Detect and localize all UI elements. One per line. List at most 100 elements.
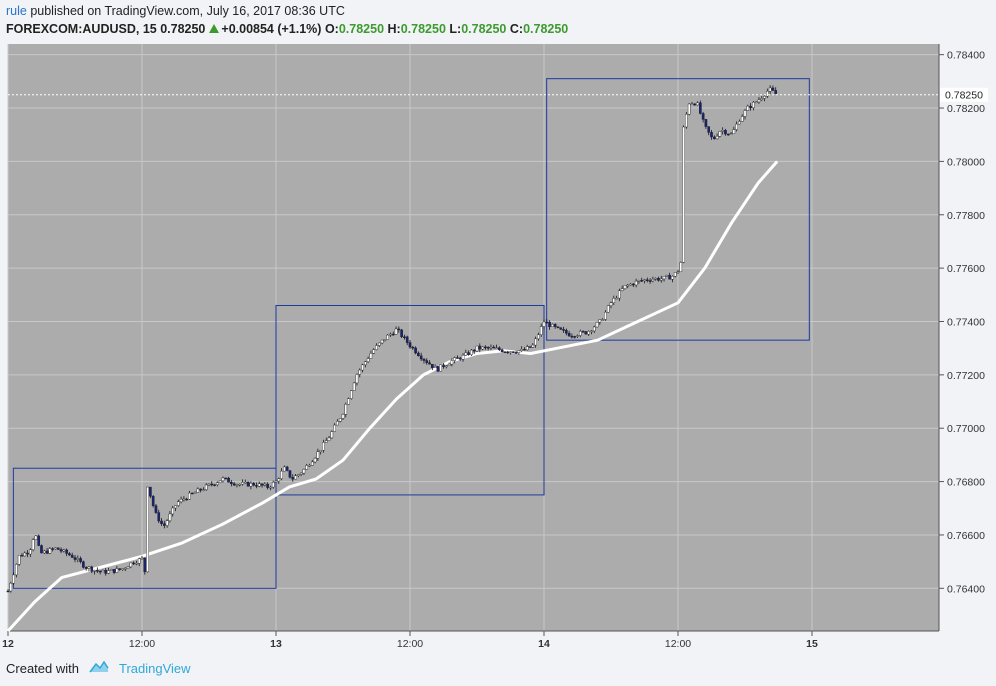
candle-up (218, 480, 222, 483)
y-tick-label: 0.77200 (947, 370, 985, 382)
author-link[interactable]: rule (6, 4, 27, 18)
candle-down (224, 477, 228, 480)
candle-up (31, 539, 35, 550)
candle-up (606, 305, 610, 313)
candle-down (419, 355, 423, 360)
candle-down (749, 105, 752, 108)
candle-up (615, 297, 618, 300)
candle-down (528, 346, 532, 348)
candle-up (637, 280, 641, 282)
candle-down (408, 342, 412, 348)
candle-up (461, 354, 465, 360)
candle-up (721, 130, 724, 132)
candle-down (436, 366, 440, 372)
candle-down (70, 554, 74, 558)
candle-up (662, 275, 666, 280)
candle-up (299, 472, 303, 475)
candle-down (84, 567, 88, 569)
candle-down (503, 351, 507, 354)
candle-up (383, 339, 387, 341)
candle-up (297, 474, 300, 476)
candle-down (210, 483, 214, 486)
candle-up (115, 568, 119, 573)
candle-up (768, 87, 772, 92)
close-value: 0.78250 (523, 22, 569, 36)
range-box (275, 304, 545, 496)
candle-up (126, 566, 130, 569)
candle-up (23, 552, 27, 557)
candle-up (347, 398, 350, 405)
candle-up (48, 548, 52, 554)
candle-up (341, 414, 345, 419)
candle-up (687, 103, 691, 115)
candle-down (403, 336, 406, 339)
candle-up (333, 424, 336, 432)
candle-down (414, 347, 417, 354)
candle-up (595, 322, 599, 328)
candle-up (447, 363, 451, 366)
candle-down (163, 523, 166, 526)
range-box (12, 467, 277, 589)
candle-down (657, 278, 660, 281)
current-price-tag (940, 87, 988, 102)
candle-up (327, 437, 331, 441)
interval: 15 (142, 22, 157, 36)
candle-up (283, 466, 286, 472)
candle-down (431, 364, 434, 368)
candle-up (324, 440, 328, 443)
x-tick-label: 12:00 (397, 638, 423, 650)
candle-up (313, 458, 317, 463)
open-label: O: (324, 22, 339, 36)
candle-up (450, 360, 454, 365)
candle-up (718, 131, 722, 137)
up-arrow-icon (209, 24, 220, 33)
candle-down (422, 358, 426, 361)
candle-up (715, 136, 719, 140)
candle-up (193, 492, 197, 494)
candle-up (659, 278, 663, 281)
candle-up (377, 342, 381, 346)
candle-up (609, 302, 613, 306)
candle-up (269, 486, 272, 489)
candle-down (118, 568, 121, 570)
candle-up (676, 271, 680, 274)
candle-down (545, 321, 549, 324)
candle-up (732, 129, 736, 134)
candle-down (112, 569, 116, 573)
candle-down (230, 482, 233, 484)
candle-down (260, 483, 264, 486)
candle-down (185, 498, 188, 501)
candle-up (525, 346, 529, 351)
candle-down (570, 335, 574, 338)
created-with-text: Created with (6, 661, 79, 676)
tradingview-brand-link[interactable]: TradingView (118, 661, 191, 676)
candle-up (263, 483, 267, 486)
candle-up (537, 334, 540, 340)
candle-up (626, 284, 630, 287)
x-tick-label: 14 (538, 638, 550, 650)
candle-up (464, 352, 468, 356)
candle-down (190, 492, 194, 495)
candle-up (76, 558, 80, 560)
candle-up (386, 334, 389, 340)
y-tick-label: 0.78400 (947, 50, 985, 62)
candle-up (361, 364, 364, 371)
candle-up (578, 331, 582, 336)
candle-down (149, 486, 152, 497)
candle-up (729, 133, 733, 135)
candle-up (612, 298, 616, 303)
candle-down (640, 280, 644, 282)
candle-down (104, 570, 108, 574)
candle-up (129, 562, 133, 568)
candle-down (442, 364, 445, 368)
y-tick-label: 0.76400 (947, 583, 985, 595)
candle-up (15, 564, 18, 576)
y-tick-label: 0.77800 (947, 210, 985, 222)
candle-down (514, 352, 518, 354)
candle-up (685, 113, 688, 128)
y-tick-label: 0.77000 (947, 423, 985, 435)
candle-up (439, 364, 443, 372)
candle-down (232, 483, 236, 486)
candle-up (241, 482, 244, 485)
